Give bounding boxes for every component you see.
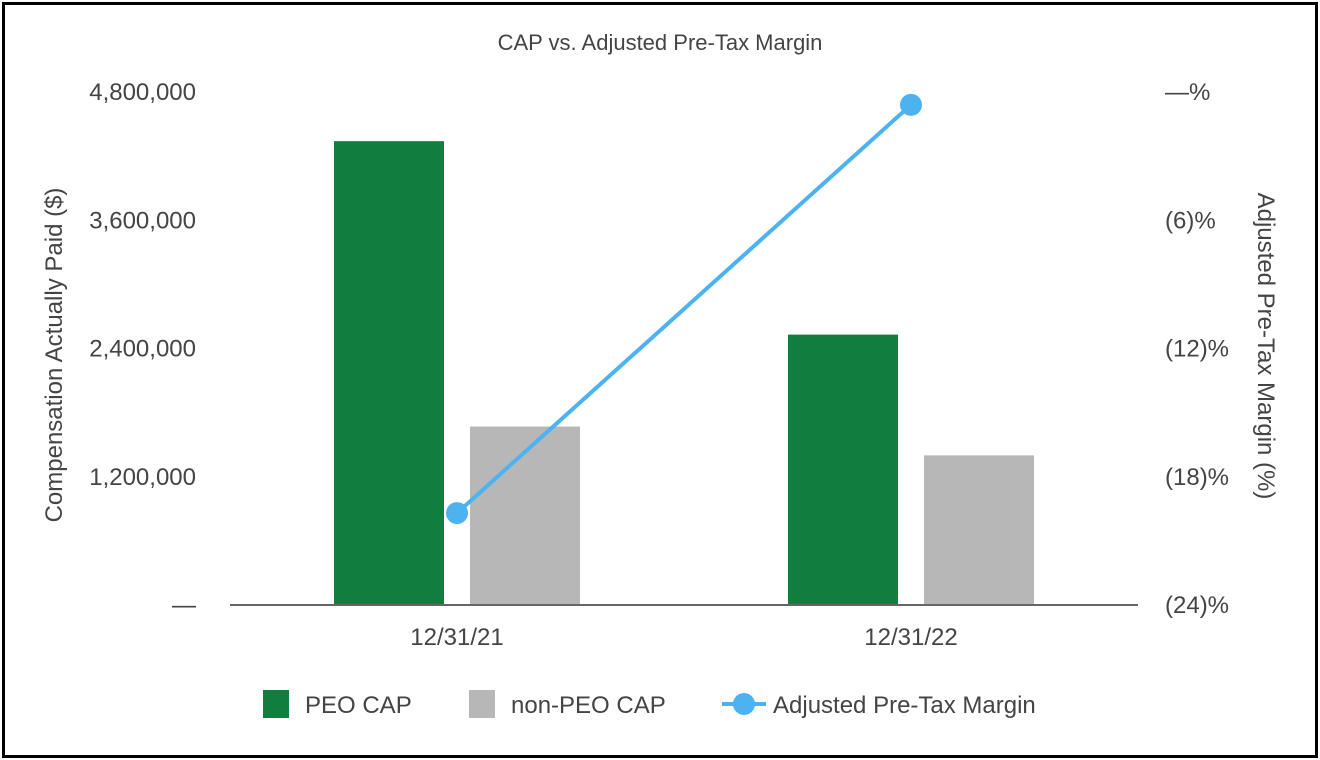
left-tick-label: — xyxy=(172,592,196,619)
chart-title: CAP vs. Adjusted Pre-Tax Margin xyxy=(498,30,823,55)
margin-line-series xyxy=(446,93,922,525)
bar-non-peo-cap-0 xyxy=(470,426,580,605)
left-tick-label: 3,600,000 xyxy=(89,207,196,234)
margin-point-0 xyxy=(446,502,468,525)
bar-peo-cap-0 xyxy=(334,141,444,605)
right-tick-label: (12)% xyxy=(1165,336,1229,363)
x-category-label: 12/31/22 xyxy=(864,624,957,651)
margin-point-1 xyxy=(900,93,922,116)
legend-marker-adjusted-pre-tax-margin xyxy=(733,693,755,715)
right-tick-label: —% xyxy=(1165,79,1210,106)
right-axis-ticks: (24)% (18)% (12)% (6)% —% xyxy=(1165,79,1229,619)
legend: PEO CAP non-PEO CAP Adjusted Pre-Tax Margi… xyxy=(263,690,1036,719)
legend-label-peo-cap: PEO CAP xyxy=(305,692,412,719)
left-tick-label: 1,200,000 xyxy=(89,464,196,491)
legend-swatch-non-peo-cap xyxy=(469,690,495,718)
left-tick-label: 4,800,000 xyxy=(89,79,196,106)
bar-peo-cap-1 xyxy=(788,334,898,605)
x-category-label: 12/31/21 xyxy=(410,624,503,651)
margin-line xyxy=(455,103,913,515)
right-tick-label: (24)% xyxy=(1165,592,1229,619)
bar-group xyxy=(334,141,1034,605)
bar-non-peo-cap-1 xyxy=(924,455,1034,605)
left-axis-ticks: — 1,200,000 2,400,000 3,600,000 4,800,000 xyxy=(89,79,196,619)
left-axis-label: Compensation Actually Paid ($) xyxy=(41,188,68,523)
x-axis-categories: 12/31/21 12/31/22 xyxy=(410,624,957,651)
legend-label-non-peo-cap: non-PEO CAP xyxy=(511,692,666,719)
legend-label-adjusted-pre-tax-margin: Adjusted Pre-Tax Margin xyxy=(773,692,1036,719)
left-tick-label: 2,400,000 xyxy=(89,336,196,363)
right-axis-label: Adjusted Pre-Tax Margin (%) xyxy=(1252,193,1279,500)
legend-swatch-peo-cap xyxy=(263,690,289,718)
right-tick-label: (18)% xyxy=(1165,464,1229,491)
right-tick-label: (6)% xyxy=(1165,207,1216,234)
